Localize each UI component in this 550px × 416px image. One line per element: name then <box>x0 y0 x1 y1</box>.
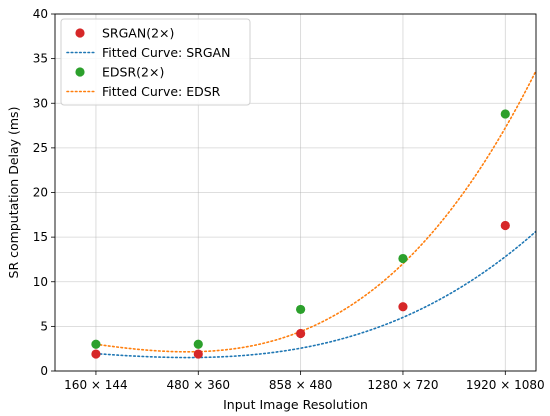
fitted-curve-line <box>95 230 536 359</box>
x-tick-label: 1280 × 720 <box>367 378 438 392</box>
legend-label: EDSR(2×) <box>102 65 164 80</box>
data-point <box>193 349 203 359</box>
x-tick-label: 858 × 480 <box>269 378 333 392</box>
y-tick-label: 10 <box>33 275 48 289</box>
data-point <box>193 339 203 349</box>
data-point <box>398 302 408 312</box>
data-point <box>500 220 510 231</box>
legend-label: Fitted Curve: SRGAN <box>102 45 230 60</box>
legend: SRGAN(2×) Fitted Curve: SRGAN EDSR(2×) Fitt… <box>60 18 251 106</box>
data-point <box>296 304 306 315</box>
data-points <box>91 109 510 359</box>
y-tick-label: 15 <box>33 230 48 244</box>
fitted-curve-line <box>95 70 536 353</box>
data-point <box>500 109 510 119</box>
x-tick-label: 1920 × 1080 <box>466 378 545 392</box>
y-axis-title: SR computation Delay (ms) <box>6 107 21 279</box>
y-tick-label: 30 <box>33 96 48 110</box>
data-point <box>296 328 306 339</box>
data-point <box>91 339 101 349</box>
legend-marker <box>75 67 85 77</box>
x-tick-label: 480 × 360 <box>167 378 231 392</box>
y-tick-label: 40 <box>33 7 48 21</box>
y-tick-label: 35 <box>33 52 48 66</box>
legend-label: SRGAN(2×) <box>102 26 174 41</box>
legend-label: Fitted Curve: EDSR <box>102 84 221 99</box>
x-axis-title: Input Image Resolution <box>223 397 368 412</box>
data-point <box>398 253 408 264</box>
legend-marker <box>75 28 85 38</box>
y-tick-label: 20 <box>33 186 48 200</box>
x-tick-label: 160 × 144 <box>64 378 128 392</box>
y-tick-label: 25 <box>33 141 48 155</box>
y-tick-label: 0 <box>40 364 48 378</box>
fitted-curves <box>95 70 536 359</box>
y-tick-label: 5 <box>40 319 48 333</box>
legend-box <box>60 18 251 106</box>
data-point <box>91 349 101 359</box>
axis-ticks: 0 5 10 15 20 25 30 35 40 160 × 144 480 × 360 858 × … <box>33 7 545 392</box>
